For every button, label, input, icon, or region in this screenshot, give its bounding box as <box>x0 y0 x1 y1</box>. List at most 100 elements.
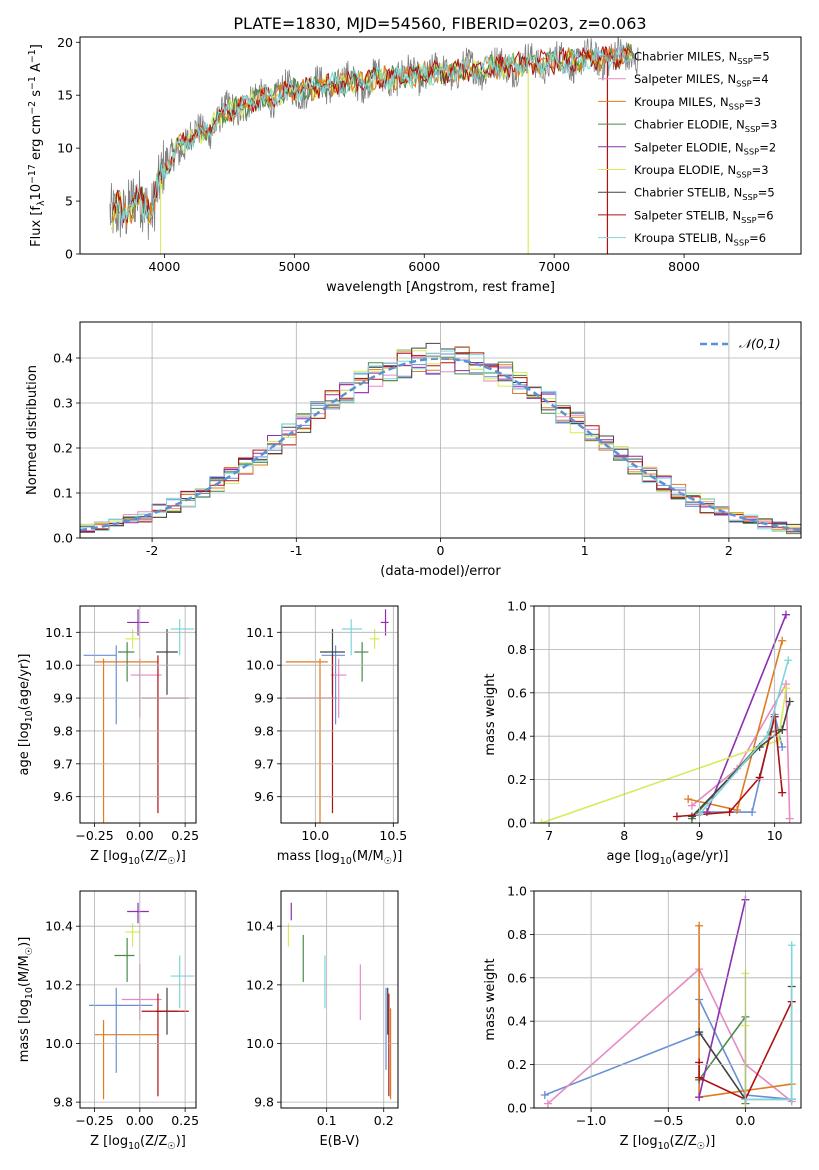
mass-vs-EBV-plot-area <box>287 902 392 1100</box>
errorbar-kroupa-miles <box>94 1020 158 1100</box>
age-vs-Z-xtick-label: 0.25 <box>171 828 199 843</box>
age-vs-Z-xtick-label: −0.25 <box>75 828 113 843</box>
errorbar-salpeter-elodie <box>127 609 149 636</box>
mass-vs-Z-ytick-label: 10.2 <box>45 977 73 992</box>
weight-marker <box>778 788 787 797</box>
weight-marker <box>695 921 704 930</box>
weight-vs-Z-ytick-label: 0.4 <box>507 1014 527 1029</box>
weight-line-salpeter-miles <box>691 681 791 819</box>
hist-xtick-label: 0 <box>437 543 445 558</box>
mass-vs-Z-ytick-label: 10.0 <box>45 1036 73 1051</box>
legend-label-kroupa-stelib: Kroupa STELIB, NSSP=6 <box>634 231 766 247</box>
weight-marker <box>537 819 546 823</box>
mass-vs-EBV-frame <box>280 890 399 1109</box>
spectrum-data-line <box>109 37 639 240</box>
mass-vs-EBV-ytick-label: 10.2 <box>246 977 274 992</box>
legend-label-salpeter-elodie: Salpeter ELODIE, NSSP=2 <box>634 140 776 156</box>
errorbar-chabrier-elodie <box>354 642 369 682</box>
age-vs-mass-ytick-label: 9.8 <box>254 723 274 738</box>
age-vs-Z: −0.25 0.00 0.25 9.6 9.7 9.8 9.9 10.0 10.1 Z [log1… <box>17 605 199 867</box>
age-vs-Z-ytick-label: 9.7 <box>53 756 73 771</box>
mass-vs-EBV: 0.1 0.2 9.8 10.0 10.2 10.4 E(B-V) <box>246 890 399 1149</box>
weight-marker <box>702 808 711 817</box>
age-vs-Z-xtick-label: 0.00 <box>126 828 154 843</box>
weight-vs-Z-xtick-label: −0.5 <box>653 1113 683 1128</box>
weight-vs-age-ytick-label: 0.0 <box>507 816 527 831</box>
age-vs-mass-ytick-label: 9.9 <box>254 691 274 706</box>
mass-vs-EBV-ytick-label: 9.8 <box>254 1095 274 1110</box>
weight-marker <box>695 1093 704 1102</box>
weight-vs-age-xtick-label: 10 <box>767 828 783 843</box>
weight-vs-age-ytick-label: 0.2 <box>507 772 527 787</box>
hist-xtick-label: 2 <box>725 543 733 558</box>
mass-vs-Z-xlabel: Z [log10(Z/Z☉)] <box>90 1134 186 1152</box>
spectrum-plot-area <box>109 37 639 254</box>
legend-label-chabrier-elodie: Chabrier ELODIE, NSSP=3 <box>634 118 777 134</box>
errorbar-kroupa-stelib <box>341 619 363 656</box>
weight-marker <box>787 941 796 950</box>
weight-marker <box>785 697 794 706</box>
weight-vs-age-ylabel: mass weight <box>483 673 498 755</box>
mass-vs-Z-xtick-label: 0.00 <box>126 1113 154 1128</box>
hist-ytick-label: 0.3 <box>53 396 73 411</box>
weight-vs-age-frame <box>533 605 802 824</box>
weight-marker <box>785 814 794 823</box>
mass-vs-EBV-xtick-label: 0.2 <box>374 1113 394 1128</box>
weight-vs-age-xtick-label: 8 <box>620 828 628 843</box>
hist-frame <box>79 321 802 539</box>
legend-label-kroupa-elodie: Kroupa ELODIE, NSSP=3 <box>634 163 769 179</box>
age-vs-mass-ytick-label: 9.7 <box>254 756 274 771</box>
weight-vs-age-xlabel: age [log10(age/yr)] <box>606 849 728 867</box>
mass-vs-EBV-ytick-label: 10.0 <box>246 1036 274 1051</box>
mass-vs-Z: −0.25 0.00 0.25 9.8 10.0 10.2 10.4 Z [log10(Z/Z… <box>17 890 199 1152</box>
weight-vs-age-ytick-label: 0.6 <box>507 685 527 700</box>
weight-marker <box>543 1099 552 1108</box>
weight-marker <box>781 684 790 693</box>
weight-line-salpeter-miles <box>547 967 793 1105</box>
mass-vs-Z-xtick-label: 0.25 <box>171 1113 199 1128</box>
weight-vs-Z-ytick-label: 1.0 <box>507 884 527 899</box>
mass-vs-Z-ytick-label: 10.4 <box>45 919 73 934</box>
spectrum-frame <box>79 36 802 255</box>
spectrum-xtick-label: 6000 <box>408 259 440 274</box>
legend-label-chabrier-miles: Chabrier MILES, NSSP=5 <box>634 50 770 66</box>
age-vs-Z-ytick-label: 10.0 <box>45 658 73 673</box>
errorbar-salpeter-miles <box>330 658 347 718</box>
weight-vs-Z-frame <box>533 890 802 1109</box>
age-vs-Z-ytick-label: 9.6 <box>53 789 73 804</box>
spectrum-ylabel: Flux [fλ10−17 erg cm−2 s−1 A−1] <box>27 44 47 247</box>
age-vs-mass-ytick-label: 10.0 <box>246 658 274 673</box>
weight-line-chabrier-stelib <box>691 701 791 818</box>
weight-marker <box>784 656 793 665</box>
weight-vs-Z-xtick-label: 0.0 <box>735 1113 755 1128</box>
weight-marker <box>778 725 787 734</box>
age-vs-mass-xlabel: mass [log10(M/M☉)] <box>277 849 403 867</box>
weight-vs-Z-ytick-label: 0.8 <box>507 927 527 942</box>
age-vs-mass-xtick-label: 10.0 <box>301 828 329 843</box>
spectrum-model-line <box>113 44 632 223</box>
hist-xlabel: (data-model)/error <box>380 564 501 579</box>
errorbar-kroupa-elodie <box>125 923 140 947</box>
errorbar-chabrier-elodie <box>114 937 135 982</box>
mass-vs-EBV-xtick-label: 0.1 <box>317 1113 337 1128</box>
weight-vs-Z-ylabel: mass weight <box>483 958 498 1040</box>
weight-vs-Z-xtick-label: −1.0 <box>576 1113 606 1128</box>
weight-vs-age-ytick-label: 1.0 <box>507 599 527 614</box>
hist-ylabel: Normed distribution <box>25 365 40 495</box>
errorbar-chabrier-elodie <box>118 642 135 682</box>
errorbar-kroupa-stelib <box>170 619 195 656</box>
errorbar-salpeter-elodie <box>127 902 149 924</box>
weight-vs-Z: −1.0 −0.5 0.0 0.0 0.2 0.4 0.6 0.8 1.0 Z [log10(Z/… <box>483 884 802 1152</box>
weight-marker <box>695 1073 704 1082</box>
errorbar-chabrier-miles <box>83 645 117 725</box>
legend-label-chabrier-stelib: Chabrier STELIB, NSSP=5 <box>634 186 775 202</box>
mass-vs-EBV-ytick-label: 10.4 <box>246 919 274 934</box>
weight-line-salpeter-stelib <box>698 1001 793 1101</box>
mass-vs-Z-ytick-label: 9.8 <box>53 1095 73 1110</box>
hist-ytick-label: 0.2 <box>53 441 73 456</box>
spectrum-xtick-label: 5000 <box>278 259 310 274</box>
weight-marker <box>687 812 696 821</box>
spectrum-ytick-label: 0 <box>65 247 73 262</box>
